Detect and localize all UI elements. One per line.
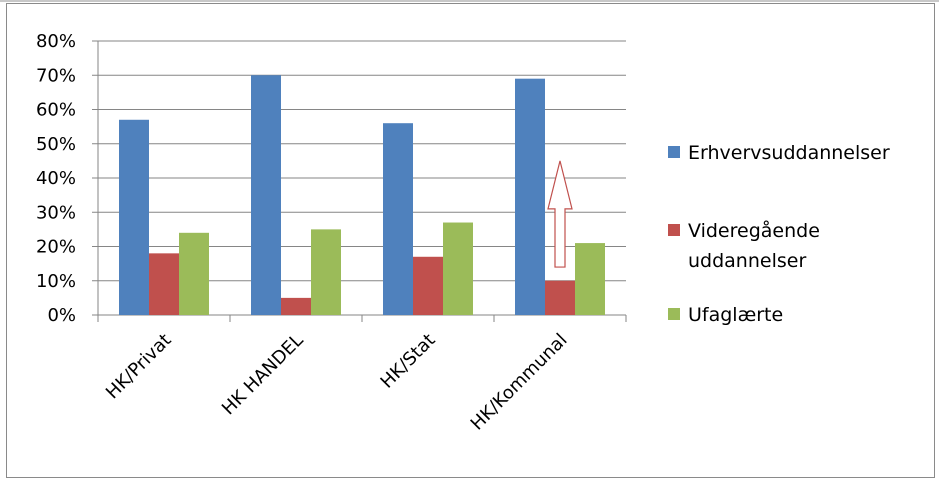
window-top-edge — [0, 0, 939, 2]
bar-erhvervsuddannelser-hk-privat — [119, 119, 149, 316]
bar-ufagl-rte-hk-kommunal — [575, 243, 605, 315]
bar-ufagl-rte-hk-privat — [179, 232, 209, 315]
y-tick-label: 70% — [36, 65, 76, 86]
y-tick-label: 10% — [36, 271, 76, 292]
y-tick-label: 0% — [47, 305, 76, 326]
y-tick-label: 30% — [36, 202, 76, 223]
legend-label: Erhvervsuddannelser — [688, 142, 890, 164]
legend: Erhvervsuddannelser Videregående uddannels… — [668, 142, 890, 326]
bar-ufagl-rte-hk-handel — [311, 229, 341, 315]
up-arrow-annotation — [547, 160, 573, 268]
bar-erhvervsuddannelser-hk-kommunal — [515, 78, 545, 315]
y-tick-label: 60% — [36, 100, 76, 121]
legend-label: Videregående — [688, 219, 820, 242]
x-tick-label: HK/Privat — [102, 330, 176, 404]
legend-label: uddannelser — [688, 250, 806, 272]
legend-swatch — [668, 224, 680, 236]
y-tick-label: 20% — [36, 237, 76, 258]
bars-layer — [119, 75, 605, 316]
bar-videreg-ende-uddannelser-hk-privat — [149, 253, 179, 315]
y-tick-label: 80% — [36, 31, 76, 52]
bar-erhvervsuddannelser-hk-handel — [251, 75, 281, 315]
bar-videreg-ende-uddannelser-hk-stat — [413, 256, 443, 315]
legend-swatch — [668, 308, 680, 320]
grid-layer — [98, 40, 626, 282]
x-tick-label: HK HANDEL — [218, 330, 308, 420]
legend-swatch — [668, 146, 680, 158]
bar-erhvervsuddannelser-hk-stat — [383, 123, 413, 315]
x-tick-label: HK/Stat — [377, 330, 440, 393]
bar-ufagl-rte-hk-stat — [443, 222, 473, 315]
x-tick-labels: HK/Privat HK HANDEL HK/Stat HK/Kommunal — [102, 330, 572, 435]
y-tick-label: 50% — [36, 134, 76, 155]
y-tick-label: 40% — [36, 168, 76, 189]
annotation-layer — [547, 160, 573, 268]
legend-label: Ufaglærte — [688, 304, 783, 326]
x-tick-label: HK/Kommunal — [467, 330, 572, 435]
bar-videreg-ende-uddannelser-hk-handel — [281, 297, 311, 315]
bar-videreg-ende-uddannelser-hk-kommunal — [545, 280, 575, 315]
